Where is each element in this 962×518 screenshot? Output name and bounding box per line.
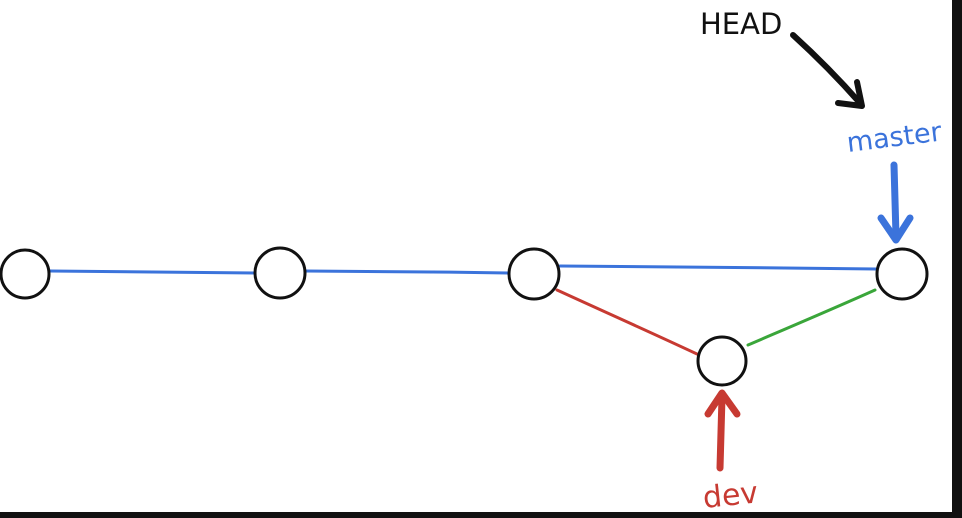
edge-dev-c3-c4 [555,288,699,356]
head-arrow-icon [790,32,863,106]
master-branch-label: master [845,116,944,158]
edge-master-c3-merge [558,264,878,271]
frame-border-bottom [0,512,962,518]
commit-node [507,247,561,301]
dev-arrow-icon [716,393,726,472]
edge-master-c2-c3 [303,269,510,275]
frame-border-right [952,0,962,518]
head-label: HEAD [700,7,782,41]
commit-node [253,246,307,300]
edge-merge-c4-c5 [746,288,877,347]
edge-master-c1-c2 [48,269,257,275]
commit-node-dev [696,335,748,387]
branch-graph: HEAD master dev [0,7,944,516]
master-arrow-icon [890,161,900,240]
dev-arrowhead-icon [704,389,741,418]
dev-branch-label: dev [701,475,760,512]
master-arrowhead-icon [877,214,914,244]
commit-node [0,248,51,300]
commit-node-merge [875,247,929,301]
head-arrowhead-icon [835,79,865,109]
